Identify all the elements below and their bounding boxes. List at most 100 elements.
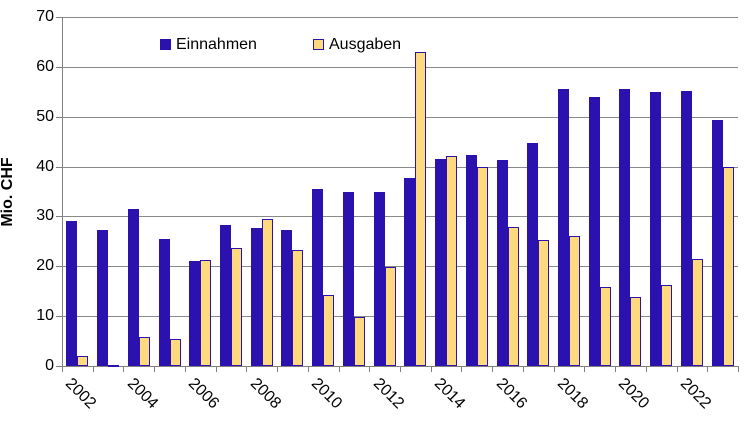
x-axis-tick-0: [62, 367, 63, 372]
x-tick-label-2016: 2016: [492, 375, 530, 413]
bar-ausgaben-2013: [415, 52, 427, 366]
bar-ausgaben-2010: [323, 294, 335, 366]
legend-label-ausgaben: Ausgaben: [329, 36, 402, 53]
bar-einnahmen-2010: [312, 189, 324, 366]
x-tick-label-2004: 2004: [123, 375, 161, 413]
y-axis-tick-0: [56, 366, 62, 367]
legend-item-ausgaben: Ausgaben: [313, 36, 402, 53]
y-axis-tick-60: [56, 66, 62, 68]
x-axis-tick-20: [676, 367, 678, 372]
x-axis-tick-17: [584, 367, 586, 372]
bar-einnahmen-2022: [680, 91, 692, 366]
bar-ausgaben-2003: [108, 364, 120, 367]
y-tick-label-30: 30: [36, 207, 54, 225]
legend-item-einnahmen: Einnahmen: [160, 36, 257, 53]
bar-ausgaben-2009: [292, 250, 304, 366]
y-axis-tick-10: [56, 316, 62, 318]
bar-einnahmen-2016: [496, 159, 508, 366]
y-tick-label-20: 20: [36, 257, 54, 275]
plot-area: [62, 17, 739, 367]
bar-einnahmen-2002: [66, 221, 78, 366]
x-tick-label-2010: 2010: [308, 375, 346, 413]
gridline-10: [62, 316, 738, 318]
x-axis-tick-18: [615, 367, 617, 372]
legend-label-einnahmen: Einnahmen: [176, 36, 257, 53]
bar-einnahmen-2006: [189, 261, 201, 366]
x-axis-tick-21: [707, 367, 709, 372]
bar-ausgaben-2021: [661, 285, 673, 366]
x-axis-tick-8: [307, 367, 309, 372]
y-tick-label-50: 50: [36, 107, 54, 125]
bar-einnahmen-2018: [558, 88, 569, 366]
bar-ausgaben-2018: [569, 236, 580, 366]
bar-ausgaben-2002: [77, 356, 89, 366]
x-tick-label-2020: 2020: [615, 375, 653, 413]
x-axis-tick-5: [215, 367, 217, 372]
x-tick-label-2006: 2006: [185, 375, 223, 413]
bar-ausgaben-2005: [169, 339, 181, 366]
x-axis-tick-6: [246, 367, 248, 372]
x-tick-label-2012: 2012: [369, 375, 407, 413]
x-tick-label-2022: 2022: [676, 375, 715, 413]
gridline-20: [62, 266, 738, 268]
bar-einnahmen-2005: [158, 238, 170, 366]
gridline-60: [62, 66, 738, 68]
bar-ausgaben-2008: [261, 218, 273, 366]
x-axis-tick-22: [738, 367, 739, 372]
x-axis-tick-13: [461, 367, 463, 372]
y-axis-tick-20: [56, 266, 62, 268]
ausgaben-swatch-icon: [313, 39, 324, 50]
y-axis-tick-40: [56, 166, 62, 168]
y-tick-label-60: 60: [36, 57, 54, 75]
x-axis-tick-7: [277, 367, 279, 372]
bar-ausgaben-2016: [507, 226, 519, 366]
bar-ausgaben-2006: [200, 260, 212, 366]
bar-einnahmen-2004: [127, 208, 139, 366]
bar-einnahmen-2015: [465, 154, 477, 366]
bar-einnahmen-2019: [588, 97, 600, 366]
x-axis-tick-15: [522, 367, 524, 372]
bar-ausgaben-2017: [538, 240, 550, 366]
bar-einnahmen-2020: [619, 88, 631, 366]
x-axis-tick-4: [184, 367, 186, 372]
bar-ausgaben-2012: [384, 266, 396, 366]
y-tick-label-70: 70: [36, 8, 54, 25]
bar-einnahmen-2008: [250, 227, 262, 366]
y-axis-tick-70: [56, 17, 62, 18]
bar-einnahmen-2003: [97, 230, 109, 366]
gridline-50: [62, 116, 738, 118]
bar-einnahmen-2007: [220, 224, 231, 366]
x-axis-tick-2: [123, 367, 125, 372]
y-axis-tick-50: [56, 116, 62, 118]
bar-ausgaben-2022: [691, 259, 703, 366]
bar-ausgaben-2011: [353, 316, 365, 366]
bar-einnahmen-2013: [404, 178, 416, 366]
bar-einnahmen-2017: [527, 142, 539, 366]
bar-ausgaben-2007: [231, 247, 242, 366]
bar-ausgaben-2020: [630, 297, 642, 366]
y-axis-title: Mio. CHF: [0, 157, 16, 227]
y-tick-label-10: 10: [36, 307, 54, 325]
y-tick-label-40: 40: [36, 157, 54, 175]
einnahmen-swatch-icon: [160, 39, 171, 50]
x-axis-tick-1: [92, 367, 94, 372]
x-tick-label-2002: 2002: [62, 375, 100, 413]
x-tick-label-2008: 2008: [246, 375, 284, 413]
y-axis-tick-30: [56, 216, 62, 218]
gridline-70: [62, 17, 738, 18]
x-axis-tick-12: [430, 367, 432, 372]
y-tick-label-0: 0: [45, 357, 54, 374]
bar-ausgaben-2023: [722, 167, 734, 366]
bar-ausgaben-2015: [476, 166, 488, 366]
bar-ausgaben-2014: [446, 156, 458, 366]
x-axis-tick-9: [338, 367, 340, 372]
bar-einnahmen-2009: [281, 229, 293, 366]
bar-einnahmen-2011: [342, 191, 354, 366]
legend: Einnahmen Ausgaben: [0, 37, 752, 53]
gridline-40: [62, 166, 738, 168]
bar-einnahmen-2012: [373, 191, 385, 366]
bar-einnahmen-2023: [711, 120, 723, 366]
x-axis-tick-10: [369, 367, 371, 372]
x-axis-tick-14: [492, 367, 494, 372]
